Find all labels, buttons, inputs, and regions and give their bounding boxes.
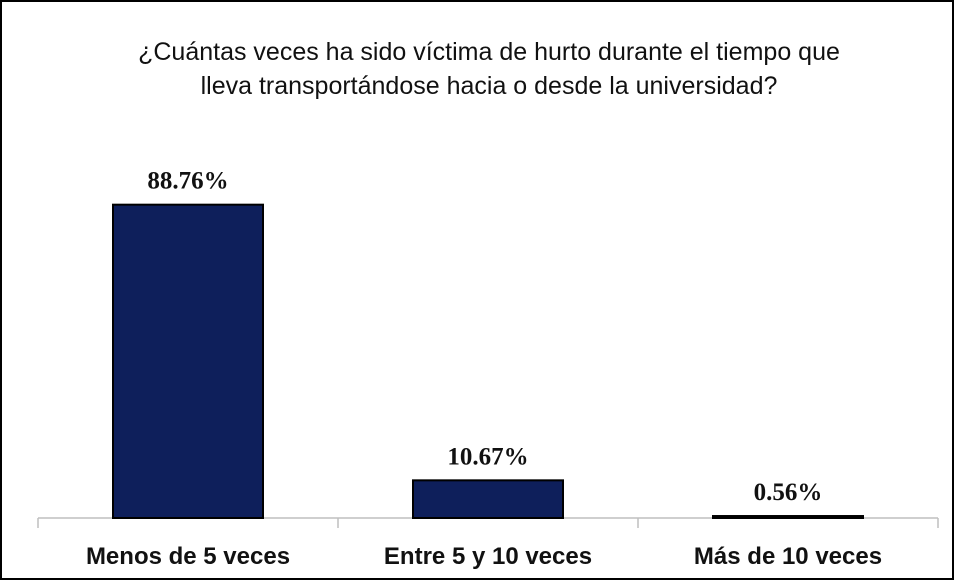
data-label: 0.56%	[754, 479, 823, 506]
data-label: 88.76%	[147, 168, 228, 195]
x-tick-label: Más de 10 veces	[694, 543, 882, 570]
chart-title: ¿Cuántas veces ha sido víctima de hurto …	[138, 38, 840, 100]
x-tick-label: Entre 5 y 10 veces	[384, 543, 592, 570]
data-label: 10.67%	[447, 443, 528, 470]
bar	[112, 203, 264, 520]
bar	[712, 515, 864, 519]
x-tick-label: Menos de 5 veces	[86, 543, 290, 570]
bar	[412, 479, 564, 519]
